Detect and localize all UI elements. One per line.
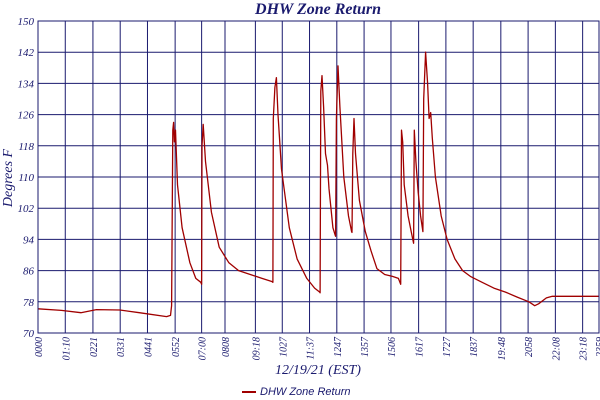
x-tick-label: 0441 (143, 337, 154, 357)
chart-title: DHW Zone Return (254, 1, 381, 18)
x-tick-label: 09:18 (251, 337, 262, 360)
x-tick-label: 0331 (116, 337, 127, 357)
x-tick-label: 1617 (415, 336, 426, 357)
y-tick-label: 150 (18, 16, 35, 28)
x-tick-label: 22:08 (551, 337, 562, 360)
y-tick-label: 126 (18, 110, 35, 122)
y-tick-label: 78 (23, 297, 35, 309)
y-tick-label: 118 (18, 141, 34, 153)
series-lines (37, 51, 599, 318)
x-tick-label: 19:48 (497, 337, 508, 360)
y-tick-label: 70 (23, 328, 35, 340)
x-tick-label: 0221 (89, 337, 100, 357)
plot-frame (37, 20, 600, 334)
x-tick-label: 1357 (360, 336, 371, 357)
y-tick-labels: 70 78 86 94 102 110 118 126 134 142 150 (18, 16, 35, 340)
x-tick-label: 11:37 (306, 336, 317, 360)
x-tick-label: 1727 (442, 336, 453, 357)
x-tick-label: 1506 (387, 337, 398, 357)
x-tick-labels: 0000 01:10 0221 0331 0441 0552 07:00 0808 09:18 1… (34, 336, 600, 360)
y-tick-label: 110 (18, 172, 34, 184)
x-tick-label: 1027 (278, 336, 289, 357)
x-tick-label: 0808 (221, 337, 232, 357)
x-tick-label: 2058 (524, 337, 535, 357)
x-tick-label: 2359 (595, 337, 600, 357)
y-tick-label: 102 (18, 203, 35, 215)
legend: DHW Zone Return (242, 386, 350, 398)
x-tick-label: 07:00 (198, 337, 209, 360)
x-tick-label: 1837 (469, 336, 480, 357)
x-axis-label: 12/19/21 (EST) (275, 363, 361, 378)
x-tick-label: 0552 (171, 337, 182, 357)
x-tick-label: 1247 (333, 336, 344, 357)
x-tick-label: 01:10 (61, 337, 72, 360)
y-tick-label: 94 (23, 234, 35, 246)
x-tick-label: 23:18 (579, 337, 590, 360)
y-axis-label: Degrees F (1, 148, 16, 208)
y-tick-label: 134 (18, 78, 35, 90)
legend-label: DHW Zone Return (260, 386, 350, 398)
x-tick-label: 0000 (34, 337, 45, 357)
y-tick-label: 142 (18, 47, 35, 59)
series-line (37, 51, 599, 318)
y-tick-label: 86 (23, 266, 35, 278)
